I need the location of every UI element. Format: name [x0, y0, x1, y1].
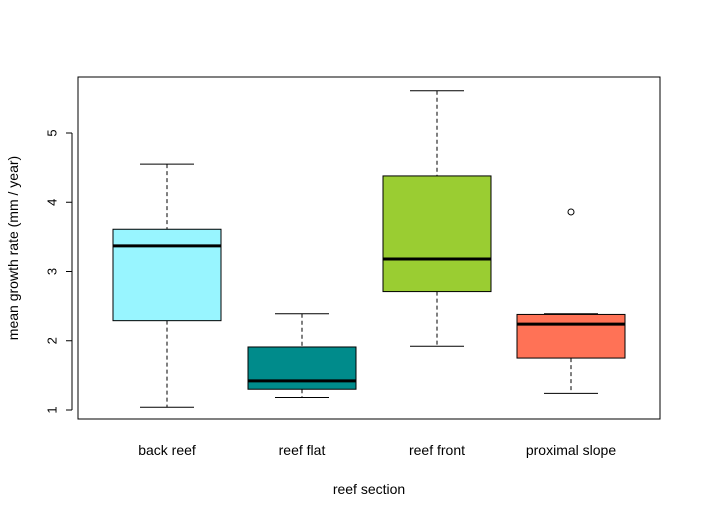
y-tick-label: 4	[44, 199, 59, 206]
box-iqr	[112, 228, 222, 322]
box-group	[247, 313, 357, 399]
box-iqr	[516, 313, 626, 359]
y-tick-label: 1	[44, 406, 59, 413]
outlier-point	[567, 208, 575, 216]
x-axis-title: reef section	[333, 481, 405, 497]
box-iqr	[382, 175, 492, 293]
y-tick-label: 3	[44, 268, 59, 275]
y-tick-label: 5	[44, 129, 59, 136]
box-group	[112, 163, 222, 408]
x-tick-label: back reef	[138, 442, 196, 458]
y-axis: 1 2 3 4 5	[44, 129, 73, 414]
box-iqr	[247, 346, 357, 390]
x-tick-label: proximal slope	[526, 442, 616, 458]
x-axis: back reef reef flat reef front proximal slo…	[138, 442, 616, 458]
y-tick-label: 2	[44, 337, 59, 344]
y-axis-title: mean growth rate (mm / year)	[5, 156, 21, 340]
x-tick-label: reef front	[409, 442, 465, 458]
box-group	[516, 208, 626, 394]
boxes-layer	[112, 90, 626, 408]
box-group	[382, 90, 492, 347]
x-tick-label: reef flat	[279, 442, 326, 458]
plot-frame	[77, 76, 661, 420]
